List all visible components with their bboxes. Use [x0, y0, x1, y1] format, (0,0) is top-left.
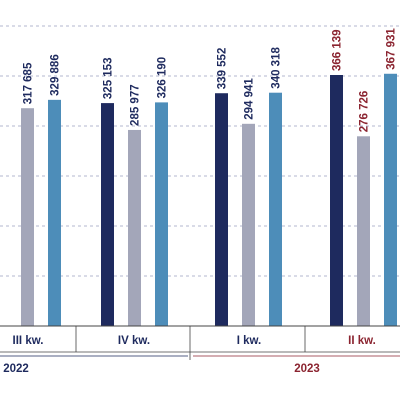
category-label: II kw.	[348, 335, 376, 347]
value-label: 276 726	[359, 91, 371, 133]
value-label: 294 941	[244, 78, 256, 120]
category-label: IV kw.	[118, 335, 150, 347]
category-label: III kw.	[13, 335, 44, 347]
bar	[21, 108, 34, 326]
bar	[48, 99, 61, 326]
year-label: 2022	[3, 363, 29, 375]
value-label: 326 190	[157, 57, 169, 99]
bar	[330, 75, 343, 326]
category-axis: III kw. IV kw. I kw. II kw.	[0, 325, 400, 353]
year-axis: 2022 2023	[0, 352, 400, 375]
bar	[155, 102, 168, 326]
value-labels: 317 685 329 886 325 153 285 977 326 190 339 5…	[23, 28, 398, 133]
value-label: 285 977	[130, 84, 142, 126]
value-label: 339 552	[217, 48, 229, 90]
year-label: 2023	[294, 363, 320, 375]
value-label: 367 931	[386, 28, 398, 70]
gridlines	[0, 25, 400, 277]
value-label: 366 139	[332, 29, 344, 71]
bar	[242, 123, 255, 327]
bar	[384, 73, 397, 326]
bar	[269, 92, 282, 327]
bar	[215, 93, 228, 326]
category-label: I kw.	[237, 335, 262, 347]
bar	[101, 103, 114, 326]
value-label: 329 886	[50, 54, 62, 96]
bars	[21, 73, 397, 327]
value-label: 325 153	[103, 58, 115, 100]
bar	[128, 129, 141, 326]
bar	[357, 136, 370, 326]
value-label: 340 318	[271, 47, 283, 89]
value-label: 317 685	[23, 62, 35, 104]
